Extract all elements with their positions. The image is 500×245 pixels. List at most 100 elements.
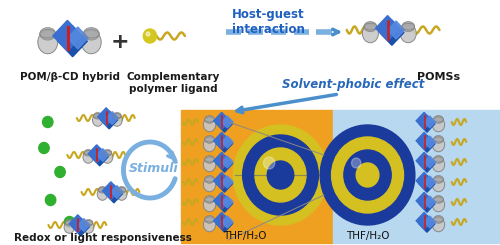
Polygon shape [419, 115, 435, 132]
Circle shape [255, 148, 306, 202]
Circle shape [55, 167, 66, 177]
Ellipse shape [400, 24, 416, 43]
Ellipse shape [64, 221, 74, 233]
Ellipse shape [432, 137, 444, 152]
Ellipse shape [40, 27, 56, 40]
Ellipse shape [432, 218, 444, 232]
Polygon shape [416, 192, 432, 209]
Ellipse shape [116, 188, 127, 200]
Ellipse shape [204, 158, 216, 172]
Text: Redox or light responsiveness: Redox or light responsiveness [14, 233, 192, 243]
Polygon shape [376, 16, 400, 41]
Polygon shape [214, 212, 230, 229]
Polygon shape [222, 176, 233, 188]
Ellipse shape [204, 175, 214, 183]
Polygon shape [98, 108, 114, 126]
Bar [27, 110, 181, 243]
Text: POM/β-CD hybrid: POM/β-CD hybrid [20, 72, 119, 82]
Ellipse shape [204, 115, 214, 123]
Polygon shape [419, 196, 435, 212]
Ellipse shape [118, 186, 126, 193]
Ellipse shape [84, 27, 99, 40]
Polygon shape [222, 136, 233, 148]
Ellipse shape [204, 177, 216, 192]
Ellipse shape [204, 197, 216, 212]
Polygon shape [92, 148, 108, 166]
Polygon shape [424, 136, 436, 148]
Polygon shape [216, 215, 232, 232]
Polygon shape [214, 152, 230, 169]
Polygon shape [72, 218, 89, 236]
Polygon shape [216, 135, 232, 152]
Circle shape [332, 137, 404, 213]
Polygon shape [96, 149, 109, 161]
Polygon shape [222, 196, 233, 208]
Ellipse shape [204, 137, 216, 152]
Polygon shape [214, 112, 230, 129]
Polygon shape [424, 176, 436, 188]
Ellipse shape [402, 22, 414, 32]
Polygon shape [416, 152, 432, 169]
Polygon shape [419, 135, 435, 152]
Ellipse shape [84, 220, 93, 226]
Circle shape [264, 157, 275, 169]
Polygon shape [78, 219, 90, 231]
Ellipse shape [82, 31, 101, 54]
Ellipse shape [84, 149, 92, 156]
Polygon shape [88, 145, 105, 163]
Polygon shape [111, 186, 123, 198]
Polygon shape [214, 192, 230, 209]
Polygon shape [106, 185, 122, 203]
Ellipse shape [434, 115, 444, 123]
Polygon shape [424, 156, 436, 168]
Text: Host-guest
interaction: Host-guest interaction [232, 8, 304, 36]
Text: THF/H₂O: THF/H₂O [346, 231, 390, 241]
Polygon shape [380, 20, 404, 45]
Polygon shape [214, 172, 230, 189]
Circle shape [233, 125, 328, 225]
Circle shape [42, 117, 53, 127]
Polygon shape [68, 27, 88, 49]
Ellipse shape [98, 186, 106, 193]
Polygon shape [424, 116, 436, 128]
Ellipse shape [204, 156, 214, 163]
Ellipse shape [38, 31, 58, 54]
Text: Complementary
polymer ligand: Complementary polymer ligand [127, 72, 220, 94]
Circle shape [39, 143, 49, 154]
Polygon shape [100, 111, 117, 129]
Ellipse shape [65, 220, 74, 226]
Text: Solvent-phobic effect: Solvent-phobic effect [282, 78, 424, 91]
Polygon shape [58, 26, 87, 57]
Polygon shape [70, 215, 86, 233]
Ellipse shape [97, 188, 108, 200]
Bar [332, 110, 500, 243]
Ellipse shape [434, 216, 444, 223]
Circle shape [146, 32, 150, 36]
Circle shape [356, 163, 379, 187]
Ellipse shape [432, 197, 444, 212]
Ellipse shape [113, 112, 121, 119]
Circle shape [46, 195, 56, 206]
Ellipse shape [432, 117, 444, 132]
Polygon shape [216, 115, 232, 132]
Polygon shape [222, 216, 233, 228]
Polygon shape [416, 212, 432, 229]
Ellipse shape [434, 175, 444, 183]
Polygon shape [216, 155, 232, 172]
Circle shape [344, 150, 391, 200]
Bar [181, 110, 332, 243]
Polygon shape [419, 155, 435, 172]
Ellipse shape [204, 216, 214, 223]
Polygon shape [419, 175, 435, 192]
Ellipse shape [362, 24, 378, 43]
Ellipse shape [434, 135, 444, 143]
Polygon shape [214, 132, 230, 149]
Polygon shape [416, 172, 432, 189]
Polygon shape [222, 156, 233, 168]
Ellipse shape [204, 117, 216, 132]
Ellipse shape [364, 22, 377, 32]
Ellipse shape [84, 221, 94, 233]
Text: POMSs: POMSs [417, 72, 460, 82]
Polygon shape [222, 116, 233, 128]
Circle shape [242, 135, 318, 215]
